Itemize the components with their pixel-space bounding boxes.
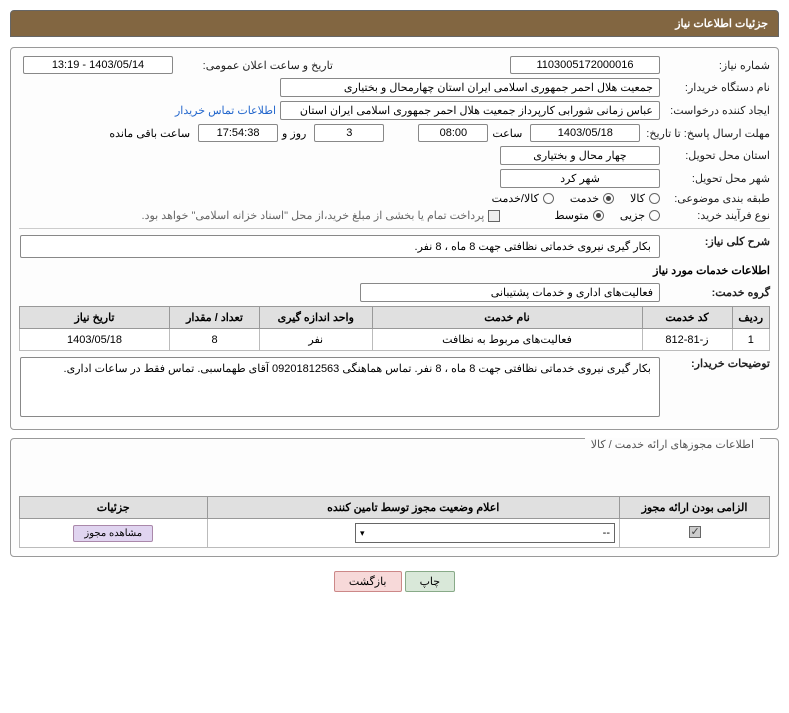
section-service-title: اطلاعات خدمات مورد نیاز (19, 264, 770, 277)
license-header-row: الزامی بودن ارائه مجوز اعلام وضعیت مجوز … (20, 497, 770, 519)
row-purchase-type: نوع فرآیند خرید: جزیی متوسط پرداخت تمام … (19, 209, 770, 222)
label-request-number: شماره نیاز: (660, 59, 770, 72)
td-unit: نفر (260, 329, 373, 351)
field-province: چهار محال و بختیاری (500, 146, 660, 165)
label-province: استان محل تحویل: (660, 149, 770, 162)
th-status: اعلام وضعیت مجوز توسط تامین کننده (207, 497, 620, 519)
service-table: ردیف کد خدمت نام خدمت واحد اندازه گیری ت… (19, 306, 770, 351)
license-table: الزامی بودن ارائه مجوز اعلام وضعیت مجوز … (19, 496, 770, 548)
td-name: فعالیت‌های مربوط به نظافت (372, 329, 642, 351)
label-announce-date: تاریخ و ساعت اعلان عمومی: (173, 59, 333, 72)
radio-label-medium: متوسط (554, 209, 589, 222)
row-province: استان محل تحویل: چهار محال و بختیاری (19, 146, 770, 165)
chevron-down-icon: ▾ (360, 528, 365, 539)
note-treasury: پرداخت تمام یا بخشی از مبلغ خرید،از محل … (142, 209, 485, 222)
th-mandatory: الزامی بودن ارائه مجوز (620, 497, 770, 519)
field-buyer-notes: بکار گیری نیروی خدماتی نظافتی جهت 8 ماه … (20, 357, 660, 417)
table-header-row: ردیف کد خدمت نام خدمت واحد اندازه گیری ت… (20, 307, 770, 329)
field-deadline-days: 3 (314, 124, 384, 142)
td-qty: 8 (170, 329, 260, 351)
field-announce-date: 1403/05/14 - 13:19 (23, 56, 173, 74)
field-need-desc: بکار گیری نیروی خدماتی نظافتی جهت 8 ماه … (20, 235, 660, 258)
td-code: ز-81-812 (642, 329, 732, 351)
td-mandatory: ✓ (620, 519, 770, 548)
view-license-button[interactable]: مشاهده مجوز (73, 525, 153, 542)
radio-circle-icon (593, 210, 604, 221)
select-status[interactable]: -- ▾ (355, 523, 615, 543)
label-requester: ایجاد کننده درخواست: (660, 104, 770, 117)
row-service-group: گروه خدمت: فعالیت‌های اداری و خدمات پشتی… (19, 283, 770, 302)
td-date: 1403/05/18 (20, 329, 170, 351)
label-deadline: مهلت ارسال پاسخ: تا تاریخ: (640, 127, 770, 140)
row-need-desc: شرح کلی نیاز: بکار گیری نیروی خدماتی نظا… (19, 235, 770, 258)
license-row: ✓ -- ▾ مشاهده مجوز (20, 519, 770, 548)
td-row: 1 (732, 329, 770, 351)
row-deadline: مهلت ارسال پاسخ: تا تاریخ: 1403/05/18 سا… (19, 124, 770, 142)
radio-medium[interactable]: متوسط (554, 209, 604, 222)
print-button[interactable]: چاپ (405, 571, 456, 592)
radio-group-category: کالا خدمت کالا/خدمت (478, 192, 660, 205)
label-remain: ساعت باقی مانده (109, 127, 190, 140)
th-date: تاریخ نیاز (20, 307, 170, 329)
checkbox-treasury[interactable] (488, 210, 500, 222)
th-row: ردیف (732, 307, 770, 329)
checkbox-mandatory[interactable]: ✓ (689, 526, 701, 538)
back-button[interactable]: بازگشت (334, 571, 402, 592)
label-buyer-notes: توضیحات خریدار: (660, 357, 770, 370)
field-request-number: 1103005172000016 (510, 56, 660, 74)
field-requester: عباس زمانی شورابی کارپرداز جمعیت هلال اح… (280, 101, 660, 120)
field-deadline-date: 1403/05/18 (530, 124, 640, 142)
row-city: شهر محل تحویل: شهر کرد (19, 169, 770, 188)
row-buyer-notes: توضیحات خریدار: بکار گیری نیروی خدماتی ن… (19, 357, 770, 417)
radio-circle-icon (649, 193, 660, 204)
table-row: 1 ز-81-812 فعالیت‌های مربوط به نظافت نفر… (20, 329, 770, 351)
field-deadline-remain: 17:54:38 (198, 124, 278, 142)
radio-label-goods: کالا (630, 192, 645, 205)
row-request-number: شماره نیاز: 1103005172000016 تاریخ و ساع… (19, 56, 770, 74)
radio-minor[interactable]: جزیی (620, 209, 660, 222)
th-code: کد خدمت (642, 307, 732, 329)
select-value: -- (603, 527, 610, 539)
action-buttons: چاپ بازگشت (10, 565, 779, 598)
main-panel: شماره نیاز: 1103005172000016 تاریخ و ساع… (10, 47, 779, 430)
header-title: جزئیات اطلاعات نیاز (675, 18, 768, 30)
field-service-group: فعالیت‌های اداری و خدمات پشتیبانی (360, 283, 660, 302)
td-detail: مشاهده مجوز (20, 519, 208, 548)
label-service-group: گروه خدمت: (660, 286, 770, 299)
row-category: طبقه بندی موضوعی: کالا خدمت کالا/خدمت (19, 192, 770, 205)
label-days: روز و (282, 127, 306, 140)
label-time: ساعت (492, 127, 522, 140)
radio-service[interactable]: خدمت (570, 192, 614, 205)
radio-circle-icon (543, 193, 554, 204)
row-requester: ایجاد کننده درخواست: عباس زمانی شورابی ک… (19, 101, 770, 120)
th-unit: واحد اندازه گیری (260, 307, 373, 329)
radio-both[interactable]: کالا/خدمت (492, 192, 554, 205)
field-city: شهر کرد (500, 169, 660, 188)
th-detail: جزئیات (20, 497, 208, 519)
radio-label-both: کالا/خدمت (492, 192, 539, 205)
label-buyer-org: نام دستگاه خریدار: (660, 81, 770, 94)
label-need-desc: شرح کلی نیاز: (660, 235, 770, 248)
label-purchase-type: نوع فرآیند خرید: (660, 209, 770, 222)
header-bar: جزئیات اطلاعات نیاز (10, 10, 779, 37)
label-city: شهر محل تحویل: (660, 172, 770, 185)
license-panel: اطلاعات مجوزهای ارائه خدمت / کالا الزامی… (10, 438, 779, 557)
th-qty: تعداد / مقدار (170, 307, 260, 329)
th-name: نام خدمت (372, 307, 642, 329)
radio-circle-icon (649, 210, 660, 221)
radio-label-service: خدمت (570, 192, 599, 205)
row-buyer-org: نام دستگاه خریدار: جمعیت هلال احمر جمهور… (19, 78, 770, 97)
license-legend: اطلاعات مجوزهای ارائه خدمت / کالا (585, 438, 760, 451)
field-buyer-org: جمعیت هلال احمر جمهوری اسلامی ایران استا… (280, 78, 660, 97)
radio-label-minor: جزیی (620, 209, 645, 222)
td-status: -- ▾ (207, 519, 620, 548)
radio-circle-icon (603, 193, 614, 204)
label-category: طبقه بندی موضوعی: (660, 192, 770, 205)
radio-goods[interactable]: کالا (630, 192, 660, 205)
link-buyer-contact[interactable]: اطلاعات تماس خریدار (175, 104, 276, 117)
radio-group-ptype: جزیی متوسط (540, 209, 660, 222)
field-deadline-time: 08:00 (418, 124, 488, 142)
